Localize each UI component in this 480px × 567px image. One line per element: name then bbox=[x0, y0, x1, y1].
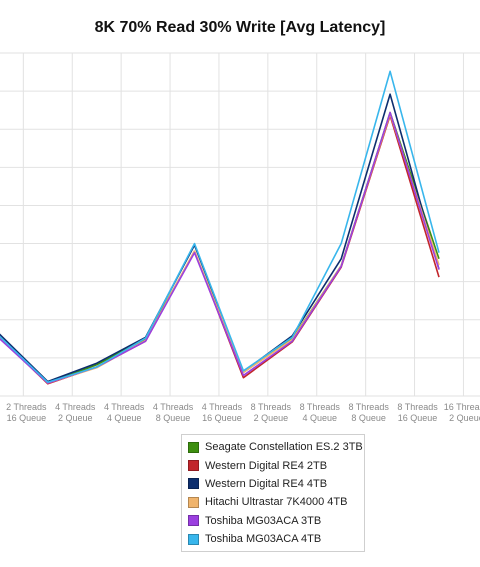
x-tick-label: 8 Threads 4 Queue bbox=[300, 402, 341, 423]
x-tick-label: 8 Threads 16 Queue bbox=[397, 402, 438, 423]
legend-item: Hitachi Ultrastar 7K4000 4TB bbox=[182, 493, 364, 511]
x-tick-label: 8 Threads 8 Queue bbox=[348, 402, 389, 423]
series-layer bbox=[0, 70, 440, 385]
legend-swatch bbox=[188, 515, 199, 527]
x-tick-label: 4 Threads 4 Queue bbox=[104, 402, 145, 423]
legend-item: Seagate Constellation ES.2 3TB bbox=[182, 438, 364, 456]
legend-item: Toshiba MG03ACA 3TB bbox=[182, 512, 364, 530]
legend-item: Western Digital RE4 2TB bbox=[182, 456, 364, 474]
x-tick-label: 2 Threads 16 Queue bbox=[6, 402, 47, 423]
legend-label: Hitachi Ultrastar 7K4000 4TB bbox=[205, 496, 348, 509]
legend-swatch bbox=[188, 496, 199, 508]
legend-swatch bbox=[188, 533, 199, 545]
series-line-5 bbox=[0, 111, 440, 384]
legend-label: Toshiba MG03ACA 4TB bbox=[205, 533, 322, 546]
legend-swatch bbox=[188, 460, 199, 472]
legend-swatch bbox=[188, 441, 199, 453]
legend-swatch bbox=[188, 478, 199, 490]
series-line-6 bbox=[0, 70, 440, 384]
legend-label: Toshiba MG03ACA 3TB bbox=[205, 514, 322, 527]
legend-item: Western Digital RE4 4TB bbox=[182, 475, 364, 493]
series-line-3 bbox=[0, 93, 440, 383]
legend-label: Western Digital RE4 4TB bbox=[205, 477, 328, 490]
legend-item: Toshiba MG03ACA 4TB bbox=[182, 530, 364, 548]
x-tick-label: 4 Threads 2 Queue bbox=[55, 402, 96, 423]
grid-layer bbox=[0, 52, 480, 397]
series-line-2 bbox=[0, 114, 440, 385]
x-tick-label: 4 Threads 8 Queue bbox=[153, 402, 194, 423]
series-line-4 bbox=[0, 113, 440, 384]
chart-title: 8K 70% Read 30% Write [Avg Latency] bbox=[94, 19, 386, 36]
legend-label: Western Digital RE4 2TB bbox=[205, 459, 328, 472]
x-tick-label: 8 Threads 2 Queue bbox=[251, 402, 292, 423]
x-tick-label: 4 Threads 16 Queue bbox=[202, 402, 243, 423]
legend: Seagate Constellation ES.2 3TB Western Di… bbox=[181, 434, 365, 553]
legend-label: Seagate Constellation ES.2 3TB bbox=[205, 441, 363, 454]
